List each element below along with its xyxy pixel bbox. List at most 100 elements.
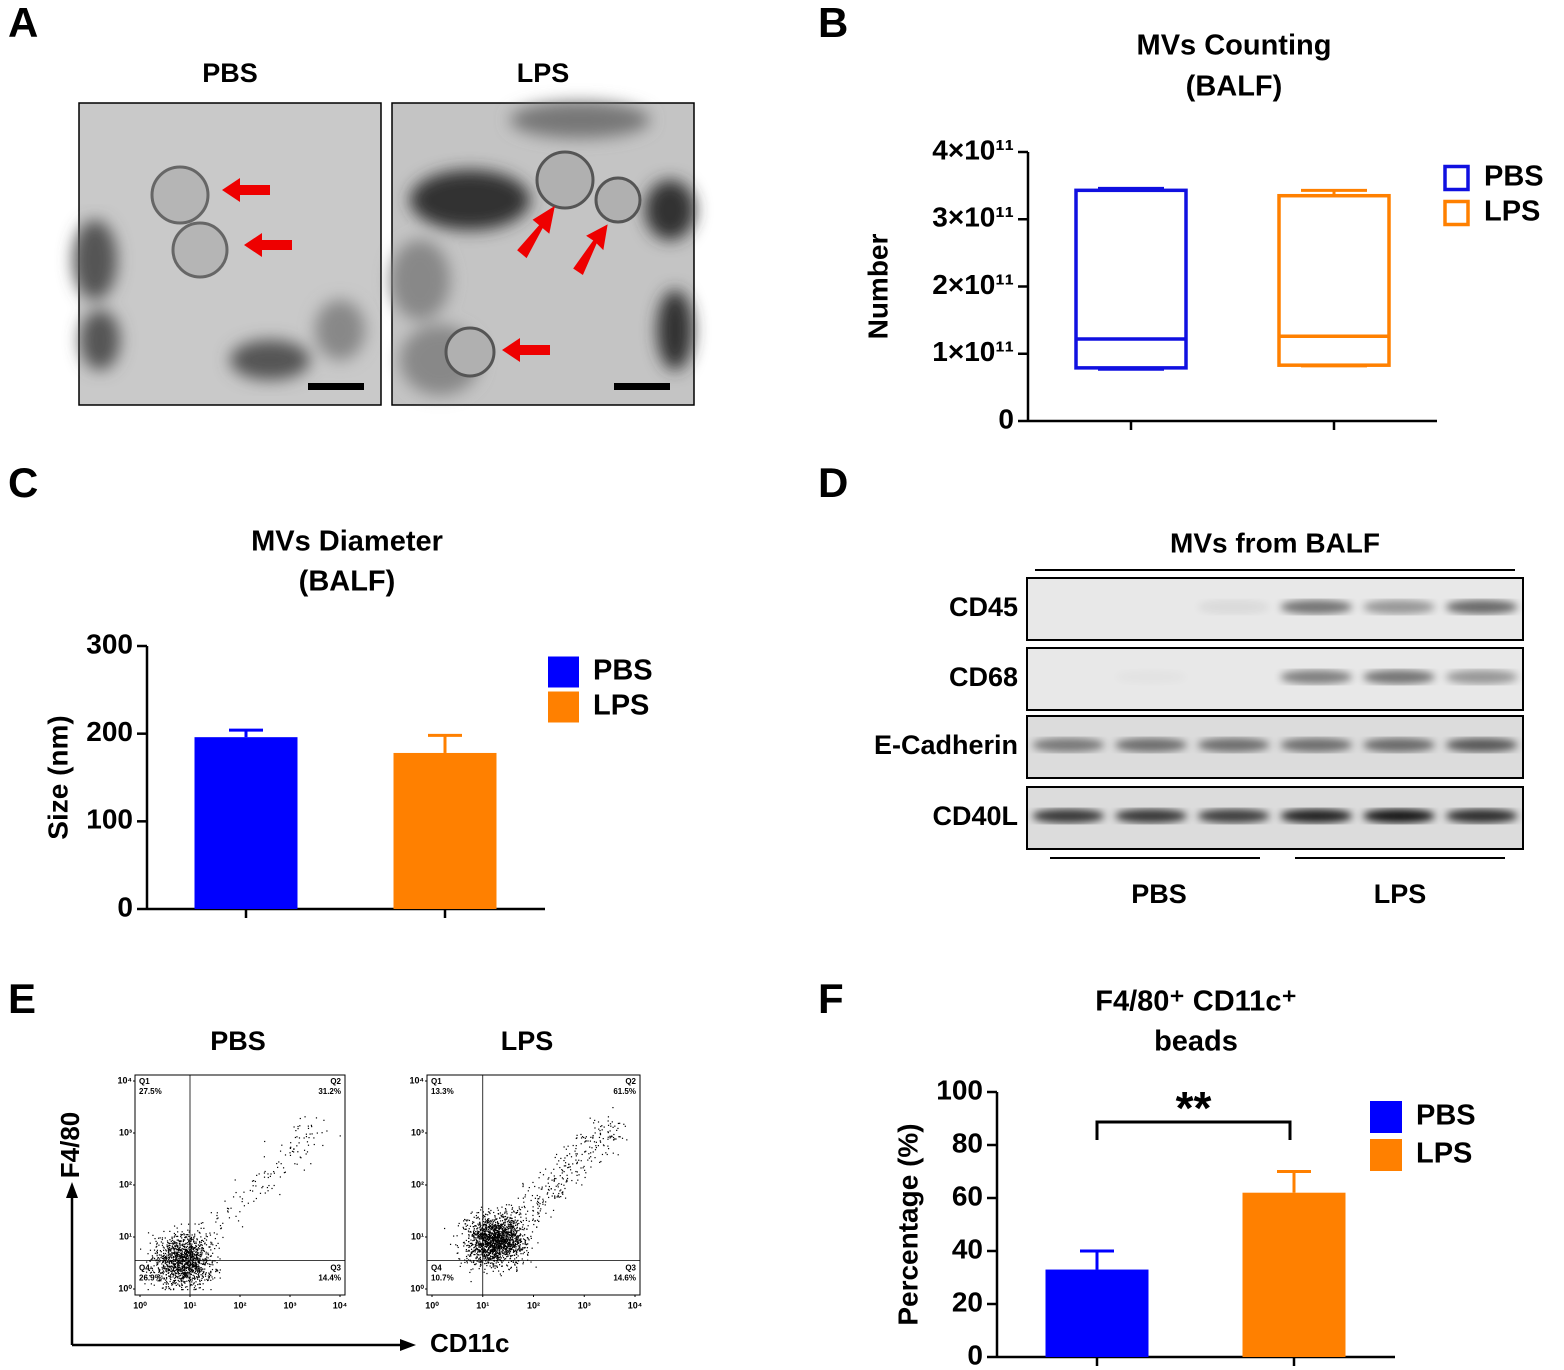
event-dot [581,1184,583,1186]
event-dot [195,1281,197,1283]
event-dot [468,1219,471,1222]
event-dot [176,1253,178,1256]
event-dot [182,1240,185,1242]
event-dot [179,1243,181,1245]
event-dot [484,1268,486,1270]
event-dot [590,1136,592,1138]
event-dot [181,1260,183,1262]
event-dot [195,1264,197,1266]
event-dot [539,1171,541,1174]
event-dot [594,1132,596,1134]
event-dot [484,1246,486,1248]
event-dot [472,1240,474,1242]
event-dot [493,1244,496,1247]
event-dot [156,1243,158,1245]
event-dot [506,1217,508,1219]
event-dot [492,1226,494,1228]
event-dot [567,1145,569,1147]
event-dot [503,1230,505,1233]
event-dot [262,1185,264,1188]
event-dot [258,1173,260,1175]
event-dot [588,1157,590,1159]
event-dot [152,1256,154,1258]
event-dot [193,1254,196,1256]
y-tick-label: 3×10¹¹ [932,202,1014,233]
event-dot [495,1252,497,1254]
event-dot [282,1167,285,1169]
event-dot [205,1257,207,1260]
event-dot [507,1238,509,1240]
event-dot [594,1127,596,1129]
event-dot [157,1274,159,1276]
event-dot [464,1223,467,1225]
event-dot [196,1248,198,1250]
event-dot [566,1174,568,1176]
event-dot [515,1233,517,1235]
event-dot [268,1184,270,1187]
event-dot [173,1243,175,1245]
event-dot [580,1160,582,1162]
event-dot [480,1236,482,1238]
event-dot [511,1217,513,1220]
event-dot [571,1172,573,1174]
event-dot [184,1253,186,1255]
event-dot [479,1234,481,1236]
event-dot [492,1250,495,1253]
event-dot [184,1254,186,1257]
event-dot [487,1235,489,1238]
event-dot [592,1137,594,1139]
flow-y-tick-label: 10⁰ [410,1283,424,1293]
event-dot [473,1260,475,1262]
event-dot [519,1247,521,1249]
event-dot [169,1268,171,1270]
event-dot [479,1244,481,1247]
event-dot [219,1224,222,1227]
event-dot [200,1274,202,1276]
event-dot [190,1283,192,1286]
event-dot [190,1256,192,1259]
event-dot [179,1258,181,1260]
event-dot [498,1241,500,1243]
event-dot [195,1266,198,1269]
event-dot [182,1244,184,1247]
event-dot [498,1227,500,1229]
event-dot [609,1123,612,1125]
event-dot [513,1250,516,1253]
event-dot [494,1248,496,1250]
event-dot [495,1240,497,1242]
event-dot [521,1249,523,1251]
event-dot [198,1260,200,1262]
blot-band [1363,809,1435,823]
event-dot [487,1259,490,1261]
event-dot [176,1254,178,1257]
event-dot [313,1137,315,1139]
event-dot [184,1245,186,1248]
event-dot [303,1169,305,1171]
event-dot [511,1221,513,1224]
event-dot [554,1189,556,1191]
event-dot [162,1265,165,1268]
event-dot [513,1227,515,1229]
event-dot [175,1274,177,1276]
event-dot [565,1181,567,1183]
western-title: MVs from BALF [1170,527,1380,558]
event-dot [186,1255,188,1257]
event-dot [156,1263,159,1266]
event-dot [173,1240,175,1242]
event-dot [476,1256,478,1259]
quadrant-name: Q3 [625,1264,636,1273]
event-dot [501,1223,503,1225]
event-dot [190,1249,192,1251]
event-dot [507,1232,509,1234]
event-dot [305,1133,307,1135]
flow-x-tick-label: 10² [233,1300,246,1310]
event-dot [200,1269,203,1271]
event-dot [488,1242,491,1244]
event-dot [557,1186,559,1188]
event-dot [205,1239,208,1241]
event-dot [558,1192,560,1195]
event-dot [483,1256,485,1258]
event-dot [185,1275,187,1277]
event-dot [267,1173,269,1175]
event-dot [179,1269,181,1271]
